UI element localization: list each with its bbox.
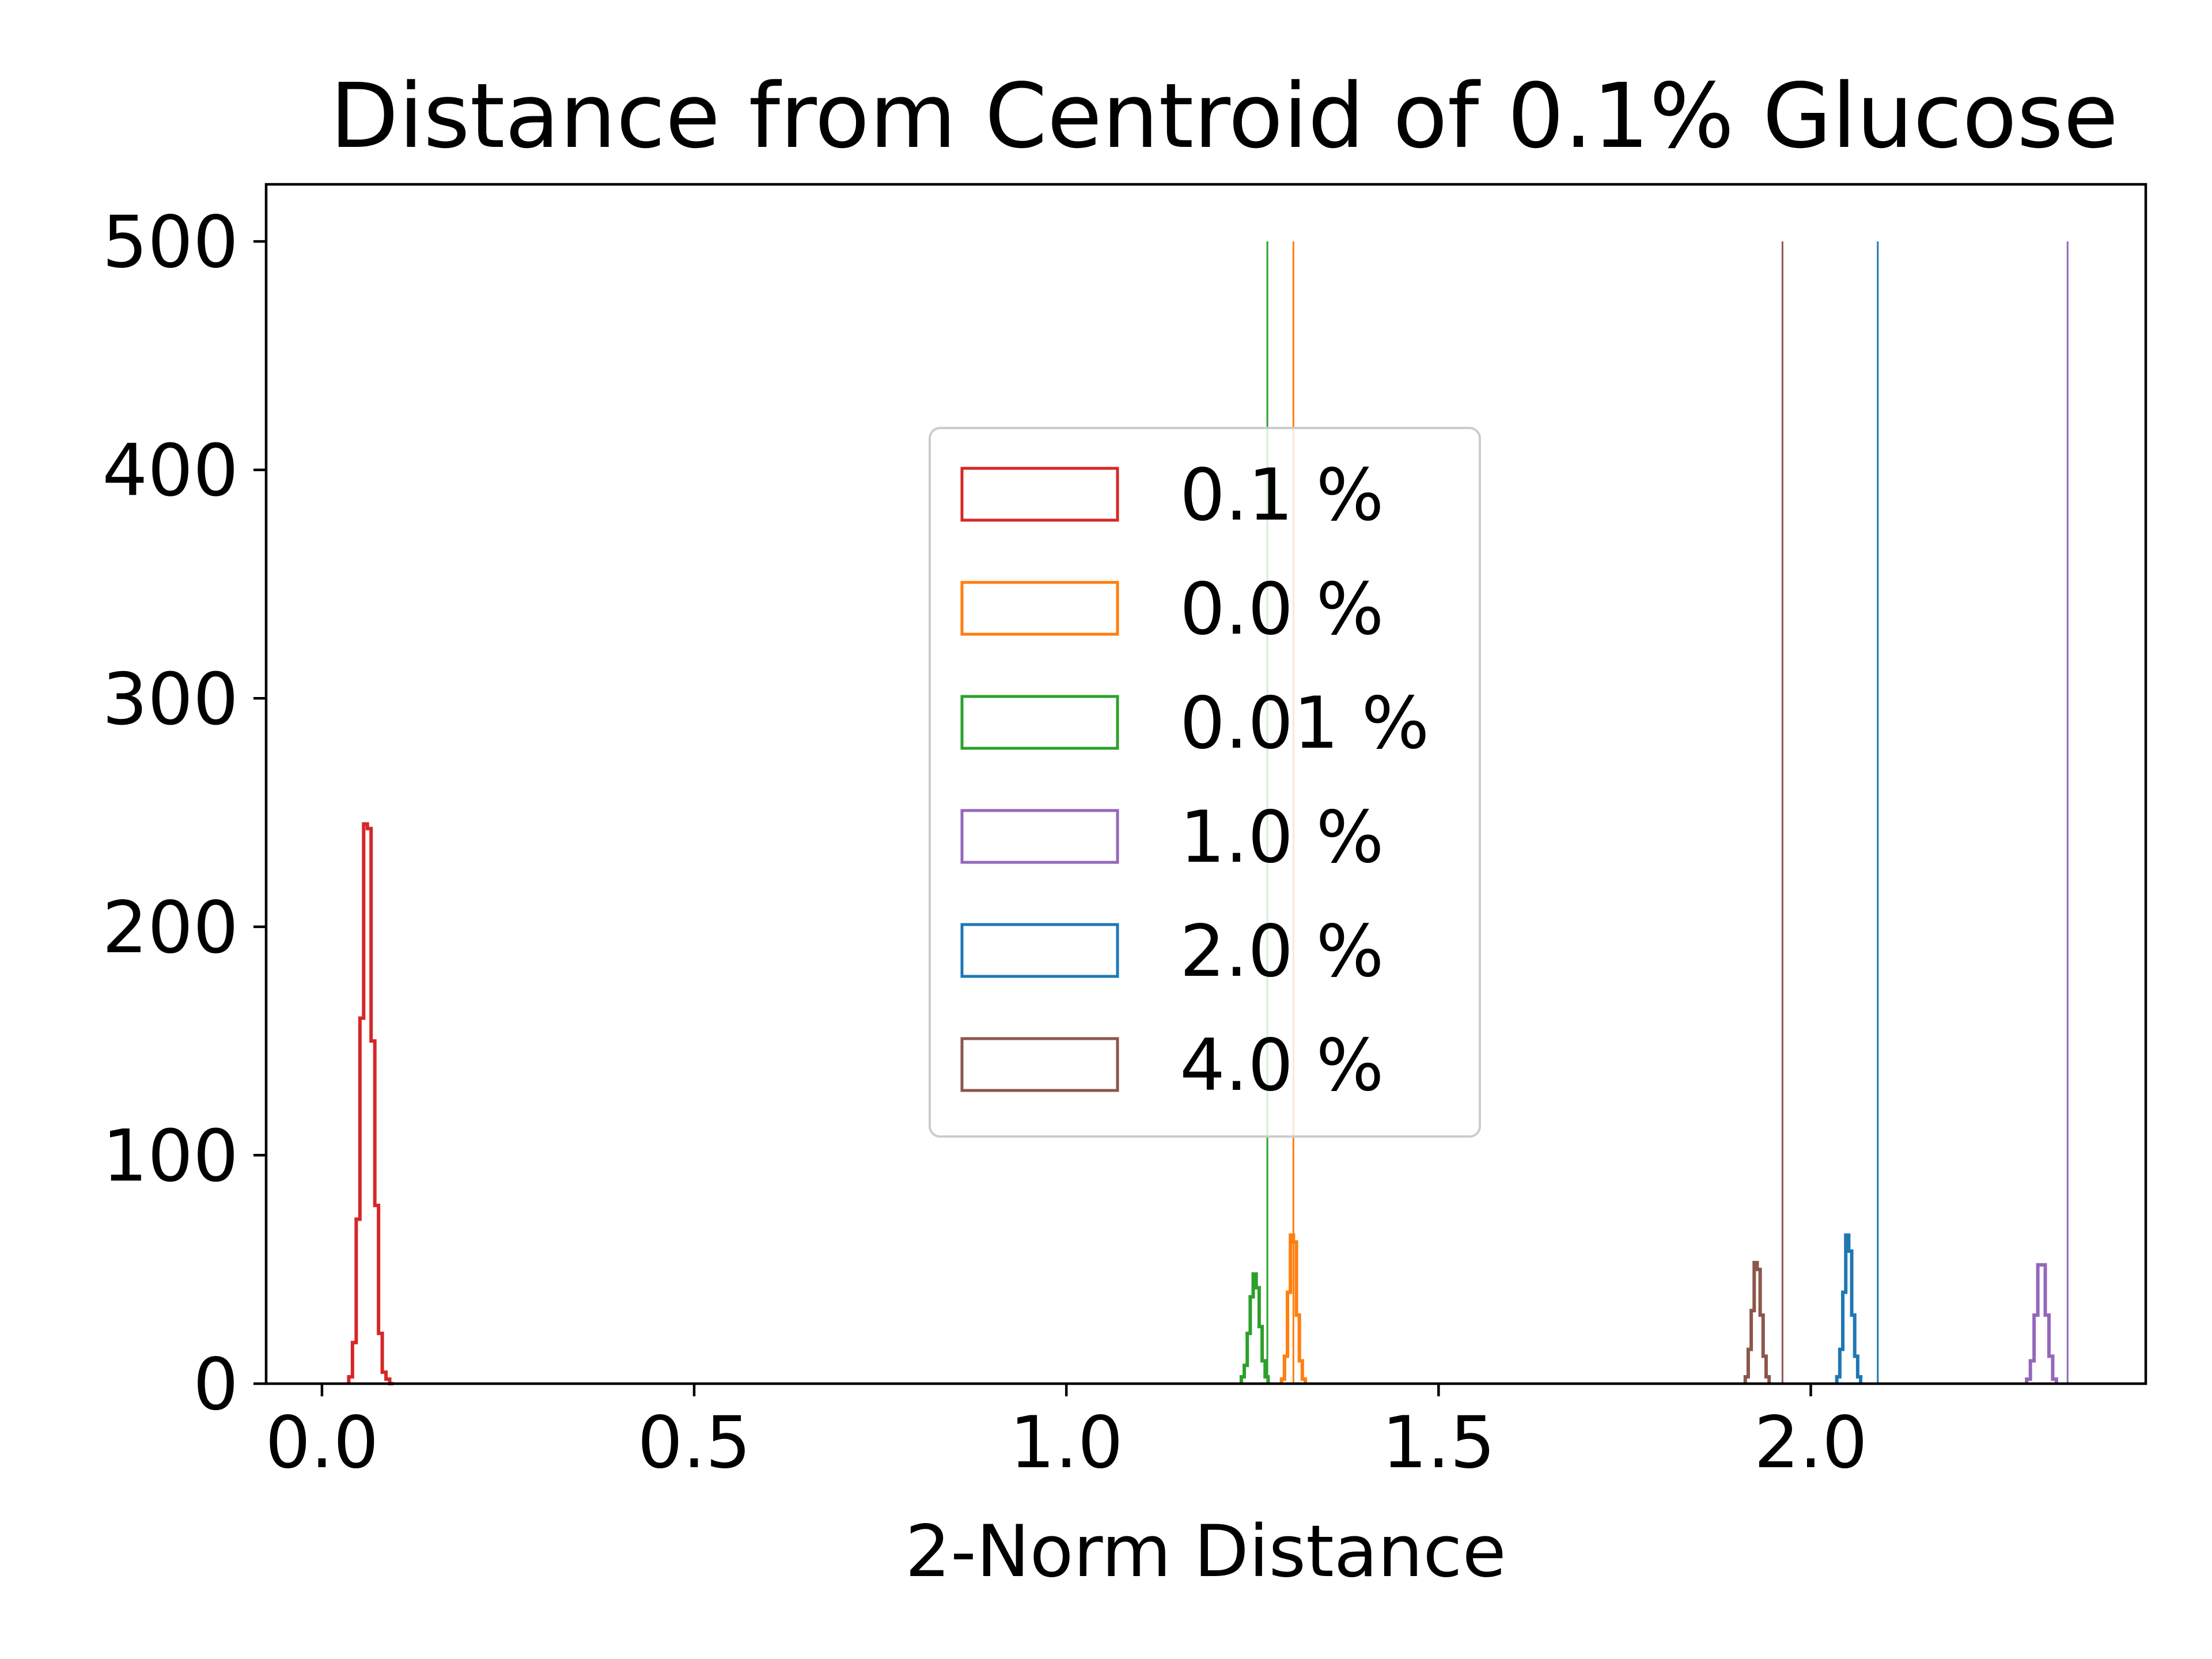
- legend-swatch-5: [960, 1037, 1119, 1092]
- legend-label-1: 0.0 %: [1180, 568, 1384, 651]
- histogram-series-3: [2025, 1263, 2058, 1384]
- legend-entries: 0.1 % 0.0 % 0.01 % 1.0 % 2.0 % 4.0 %: [960, 454, 1429, 1107]
- legend-swatch-0: [960, 467, 1119, 522]
- legend-label-4: 2.0 %: [1180, 910, 1384, 993]
- histogram-series-5: [1743, 1260, 1771, 1384]
- legend: 0.1 % 0.0 % 0.01 % 1.0 % 2.0 % 4.0 %: [929, 427, 1481, 1138]
- y-axis: 0 100 200 300 400 500: [102, 201, 266, 1426]
- legend-label-0: 0.1 %: [1180, 454, 1384, 537]
- y-tick-label-1: 100: [102, 1115, 238, 1198]
- legend-frame: [929, 427, 1481, 1138]
- legend-label-2: 0.01 %: [1180, 682, 1429, 765]
- x-tick-label-2: 1.0: [1010, 1402, 1123, 1484]
- histogram-series-0: [347, 822, 393, 1385]
- y-tick-label-0: 0: [193, 1343, 238, 1426]
- legend-swatch-2: [960, 695, 1119, 750]
- legend-swatch-1: [960, 581, 1119, 636]
- x-tick-label-4: 2.0: [1754, 1402, 1868, 1484]
- x-tick-label-0: 0.0: [265, 1402, 378, 1484]
- x-tick-label-3: 1.5: [1382, 1402, 1495, 1484]
- legend-label-5: 4.0 %: [1180, 1024, 1384, 1107]
- histogram-series-2: [1239, 1272, 1270, 1384]
- y-tick-label-3: 300: [102, 658, 238, 741]
- x-tick-label-1: 0.5: [637, 1402, 751, 1484]
- y-tick-label-5: 500: [102, 201, 238, 284]
- chart-title: Distance from Centroid of 0.1% Glucose: [330, 64, 2119, 168]
- x-axis-label: 2-Norm Distance: [905, 1510, 1506, 1593]
- plot-frame: [264, 183, 2147, 1385]
- histogram-series-4: [1835, 1233, 1863, 1384]
- legend-label-3: 1.0 %: [1180, 796, 1384, 879]
- y-tick-label-2: 200: [102, 887, 238, 969]
- x-axis: 0.0 0.5 1.0 1.5 2.0: [265, 1384, 1868, 1484]
- y-tick-label-4: 400: [102, 430, 238, 513]
- legend-swatch-4: [960, 923, 1119, 978]
- legend-swatch-3: [960, 809, 1119, 864]
